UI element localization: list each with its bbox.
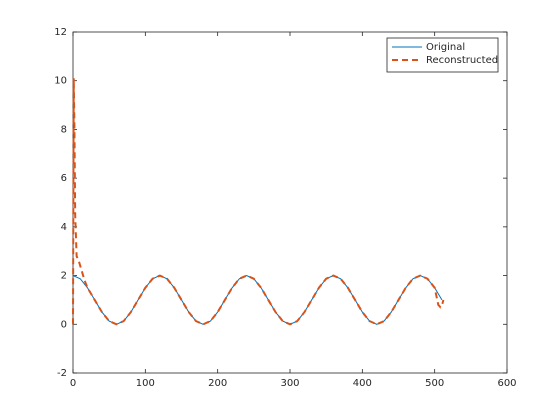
x-tick-label: 0: [70, 378, 76, 389]
y-tick-label: 8: [61, 124, 67, 135]
x-tick-label: 100: [136, 378, 155, 389]
y-tick-label: 6: [61, 173, 67, 184]
x-tick-label: 600: [497, 378, 516, 389]
x-tick-label: 300: [280, 378, 299, 389]
x-tick-label: 400: [353, 378, 372, 389]
y-tick-label: 0: [61, 319, 67, 330]
y-tick-label: 4: [61, 222, 67, 233]
y-tick-label: 10: [54, 76, 67, 87]
plot-area: [72, 31, 508, 374]
legend-label: Reconstructed: [426, 55, 498, 66]
y-tick-label: 12: [54, 27, 67, 38]
y-tick-label: 2: [61, 271, 67, 282]
legend-label: Original: [426, 42, 465, 53]
x-tick-label: 200: [208, 378, 227, 389]
legend-box: [386, 37, 499, 73]
line-series: [72, 78, 445, 326]
x-tick-label: 500: [425, 378, 444, 389]
y-tick-label: -2: [57, 368, 67, 379]
